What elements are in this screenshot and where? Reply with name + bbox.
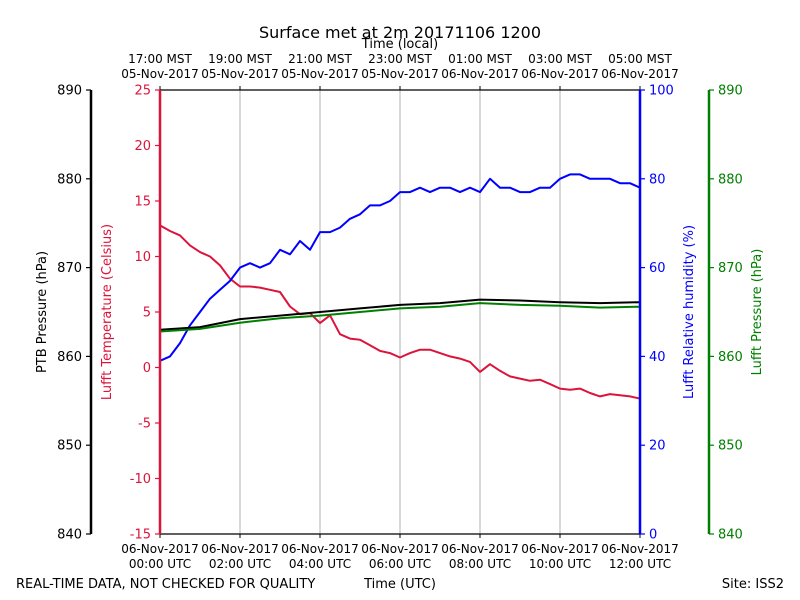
x-tick-label-time: 00:00 UTC bbox=[129, 557, 191, 571]
x-tick-label-date: 06-Nov-2017 bbox=[601, 542, 679, 556]
temp-tick-label: 5 bbox=[143, 306, 151, 321]
ptb-pressure-line bbox=[159, 298, 641, 331]
ptb-tick-label: 880 bbox=[57, 172, 82, 187]
x-tick-label-time: 04:00 UTC bbox=[289, 557, 351, 571]
rh-tick-label: 0 bbox=[649, 528, 657, 543]
rh-axis-label: Lufft Relative humidity (%) bbox=[682, 225, 697, 399]
rh-tick-label: 100 bbox=[649, 84, 674, 99]
x-tick-label-time: 02:00 UTC bbox=[209, 557, 271, 571]
lufft_p-tick-label: 880 bbox=[718, 172, 743, 187]
rh-tick-label: 80 bbox=[649, 172, 666, 187]
top-tick-label-date: 05-Nov-2017 bbox=[201, 67, 279, 81]
top-tick-label-date: 05-Nov-2017 bbox=[281, 67, 359, 81]
x-tick-label-date: 06-Nov-2017 bbox=[201, 542, 279, 556]
x-tick-label-date: 06-Nov-2017 bbox=[281, 542, 359, 556]
x-tick-label-time: 06:00 UTC bbox=[369, 557, 431, 571]
top-tick-label-time: 01:00 MST bbox=[448, 52, 512, 66]
x-tick-label-date: 06-Nov-2017 bbox=[121, 542, 199, 556]
chart-title: Surface met at 2m 20171106 1200 bbox=[259, 23, 541, 42]
x-tick-label-time: 12:00 UTC bbox=[609, 557, 671, 571]
lufft-temperature-line bbox=[159, 224, 641, 400]
x-tick-label-date: 06-Nov-2017 bbox=[361, 542, 439, 556]
temp-axis-label: Lufft Temperature (Celsius) bbox=[100, 224, 115, 400]
temp-tick-label: 0 bbox=[143, 361, 151, 376]
top-tick-label-date: 06-Nov-2017 bbox=[601, 67, 679, 81]
top-axis-label: Time (local) bbox=[361, 37, 438, 52]
ptb-axis-label: PTB Pressure (hPa) bbox=[35, 251, 50, 373]
top-tick-label-time: 23:00 MST bbox=[368, 52, 432, 66]
temp-tick-label: -15 bbox=[130, 528, 151, 543]
ptb-tick-label: 840 bbox=[57, 528, 82, 543]
ptb-tick-label: 850 bbox=[57, 439, 82, 454]
rh-tick-label: 40 bbox=[649, 350, 666, 365]
ptb-tick-label: 890 bbox=[57, 84, 82, 99]
x-tick-label-time: 10:00 UTC bbox=[529, 557, 591, 571]
temp-tick-label: 25 bbox=[134, 84, 151, 99]
lufft-pressure-axis-label: Lufft Pressure (hPa) bbox=[750, 249, 765, 376]
rh-tick-label: 60 bbox=[649, 261, 666, 276]
footer-quality-note: REAL-TIME DATA, NOT CHECKED FOR QUALITY bbox=[16, 577, 315, 592]
lufft-pressure-line bbox=[159, 302, 641, 333]
top-tick-label-time: 03:00 MST bbox=[528, 52, 592, 66]
lufft_p-tick-label: 850 bbox=[718, 439, 743, 454]
top-tick-label-date: 05-Nov-2017 bbox=[361, 67, 439, 81]
lufft_p-tick-label: 840 bbox=[718, 528, 743, 543]
top-tick-label-date: 05-Nov-2017 bbox=[121, 67, 199, 81]
footer-site: Site: ISS2 bbox=[722, 577, 784, 592]
rh-tick-label: 20 bbox=[649, 439, 666, 454]
x-tick-label-date: 06-Nov-2017 bbox=[441, 542, 519, 556]
temp-tick-label: -10 bbox=[130, 472, 151, 487]
ptb-tick-label: 870 bbox=[57, 261, 82, 276]
lufft_p-tick-label: 890 bbox=[718, 84, 743, 99]
top-tick-label-time: 21:00 MST bbox=[288, 52, 352, 66]
top-tick-label-time: 17:00 MST bbox=[128, 52, 192, 66]
top-tick-label-date: 06-Nov-2017 bbox=[521, 67, 599, 81]
x-tick-label-time: 08:00 UTC bbox=[449, 557, 511, 571]
top-tick-label-time: 05:00 MST bbox=[608, 52, 672, 66]
temp-tick-label: -5 bbox=[138, 417, 151, 432]
lufft_p-tick-label: 860 bbox=[718, 350, 743, 365]
x-axis-label: Time (UTC) bbox=[363, 577, 436, 592]
x-tick-label-date: 06-Nov-2017 bbox=[521, 542, 599, 556]
lufft_p-tick-label: 870 bbox=[718, 261, 743, 276]
temp-tick-label: 20 bbox=[134, 139, 151, 154]
top-tick-label-date: 06-Nov-2017 bbox=[441, 67, 519, 81]
lufft-relative-humidity-line bbox=[159, 173, 641, 362]
series-lines bbox=[159, 173, 641, 400]
temp-tick-label: 15 bbox=[134, 195, 151, 210]
top-tick-label-time: 19:00 MST bbox=[208, 52, 272, 66]
ptb-tick-label: 860 bbox=[57, 350, 82, 365]
temp-tick-label: 10 bbox=[134, 250, 151, 265]
